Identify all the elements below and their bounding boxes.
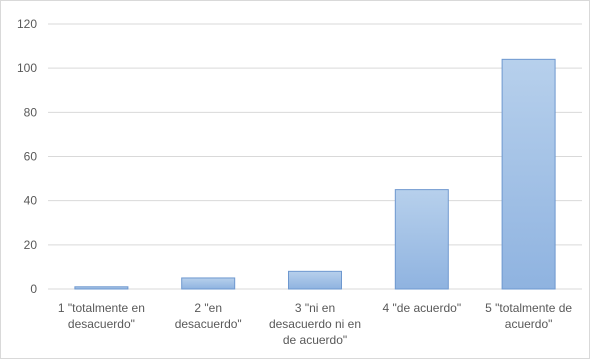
x-category-label-line: 2 "en: [194, 301, 222, 315]
x-category-label-4: 4 "de acuerdo": [383, 301, 462, 315]
x-category-label-line: 5 "totalmente de: [485, 301, 572, 315]
bar-1: [74, 286, 129, 290]
x-category-label-3: 3 "ni en desacuerdo ni en de acuerdo": [269, 301, 361, 347]
bar-3: [288, 270, 342, 290]
x-category-label-2: 2 "en desacuerdo": [175, 301, 242, 331]
y-tick-label: 120: [17, 17, 37, 31]
y-tick-label: 20: [24, 238, 38, 252]
gridlines: [48, 23, 582, 290]
y-tick-label: 100: [17, 61, 37, 75]
y-tick-label: 40: [24, 194, 38, 208]
bars: [74, 58, 556, 290]
x-category-label-line: acuerdo": [505, 317, 553, 331]
y-tick-label: 0: [30, 282, 37, 296]
x-category-label-line: desacuerdo ni en: [269, 317, 361, 331]
x-category-label-5: 5 "totalmente de acuerdo": [485, 301, 572, 331]
y-tick-label: 80: [24, 105, 38, 119]
x-axis-category-labels: 1 "totalmente en desacuerdo" 2 "en desacuer…: [58, 301, 573, 347]
bar-4: [394, 189, 449, 290]
x-category-label-1: 1 "totalmente en desacuerdo": [58, 301, 145, 331]
bar-2: [181, 277, 236, 290]
y-tick-label: 60: [24, 150, 38, 164]
x-category-label-line: desacuerdo": [175, 317, 242, 331]
y-axis-tick-labels: 0 20 40 60 80 100 120: [17, 17, 37, 296]
x-category-label-line: 4 "de acuerdo": [383, 301, 462, 315]
x-category-label-line: 3 "ni en: [295, 301, 335, 315]
x-category-label-line: de acuerdo": [283, 333, 347, 347]
x-category-label-line: 1 "totalmente en: [58, 301, 145, 315]
bar-5: [501, 58, 556, 290]
x-category-label-line: desacuerdo": [68, 317, 135, 331]
